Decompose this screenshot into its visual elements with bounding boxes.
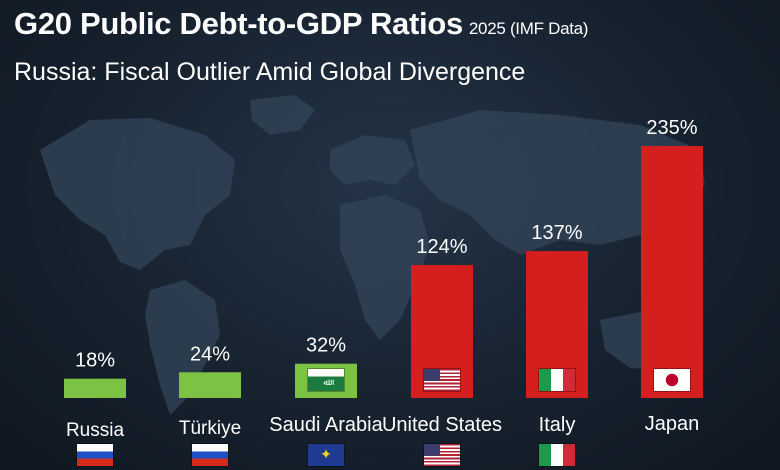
category-label: Japan	[645, 413, 700, 435]
title-note: 2025 (IMF Data)	[468, 19, 589, 38]
data-label: 124%	[416, 236, 467, 258]
saudi-flag-icon	[308, 369, 344, 391]
data-label: 32%	[306, 335, 346, 357]
category-label: Russia	[66, 420, 125, 441]
chart-subtitle: Russia: Fiscal Outlier Amid Global Diver…	[14, 58, 526, 86]
bar-japan	[641, 146, 703, 398]
russia-flag-icon	[192, 444, 228, 466]
usa-flag-icon	[424, 444, 460, 466]
japan-flag-icon	[654, 369, 690, 391]
bar-türkiye	[179, 372, 241, 398]
category-label: United States	[382, 414, 502, 436]
italy-flag-icon	[539, 444, 575, 466]
russia-flag-icon	[77, 444, 113, 466]
eu-flag-icon	[308, 444, 344, 466]
bar-russia	[64, 378, 126, 398]
data-label: 235%	[646, 117, 697, 139]
usa-flag-icon	[424, 369, 460, 391]
chart-title: G20 Public Debt-to-GDP Ratios 2025 (IMF D…	[14, 6, 589, 41]
data-label: 18%	[75, 350, 115, 372]
italy-flag-icon	[539, 369, 575, 391]
category-label: Italy	[539, 414, 576, 436]
data-label: 137%	[531, 222, 582, 244]
category-label: Saudi Arabia	[269, 414, 383, 436]
category-label: Türkiye	[179, 418, 241, 439]
data-label: 24%	[190, 343, 230, 365]
